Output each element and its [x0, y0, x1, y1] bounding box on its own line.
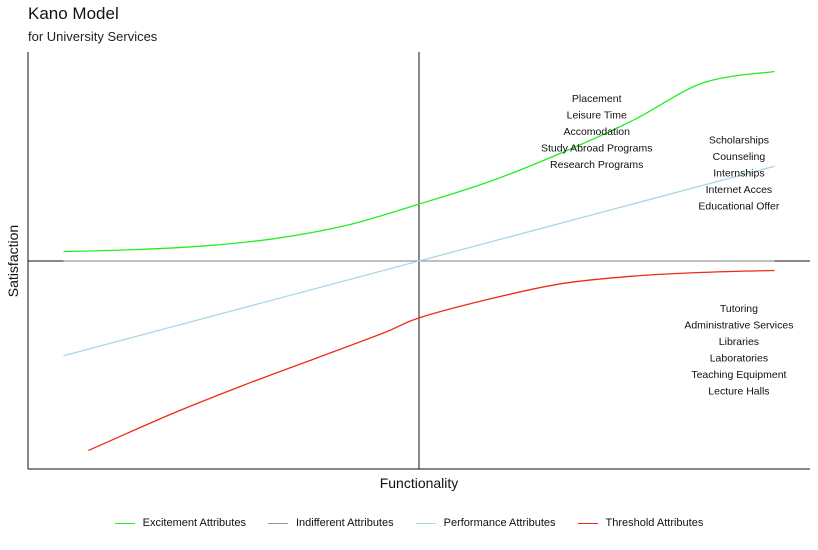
legend-item: Excitement Attributes	[114, 517, 246, 529]
threshold-annotation-label: Tutoring	[720, 303, 758, 315]
threshold-annotation-label: Lecture Halls	[708, 386, 769, 398]
legend-swatch	[577, 522, 598, 524]
threshold-annotation-label: Administrative Services	[684, 320, 793, 332]
legend: Excitement Attributes Indifferent Attribu…	[0, 517, 818, 529]
legend-item: Threshold Attributes	[577, 517, 704, 529]
series-lines	[63, 70, 775, 452]
threshold-attributes-line	[88, 269, 775, 452]
legend-label: Threshold Attributes	[605, 517, 704, 529]
threshold-annotation-label: Laboratories	[710, 353, 768, 365]
threshold-annotation-label: Libraries	[719, 336, 759, 348]
performance-annotation-label: Counseling	[713, 151, 766, 163]
legend-label: Indifferent Attributes	[295, 517, 394, 529]
performance-attributes-line	[63, 165, 775, 357]
chart-title: Kano Model	[28, 4, 119, 23]
performance-annotation-label: Scholarships	[709, 134, 769, 146]
excitement-annotation-label: Study Abroad Programs	[541, 142, 652, 154]
excitement-annotation-label: Placement	[572, 93, 622, 105]
legend-swatch	[267, 522, 288, 524]
legend-item: Performance Attributes	[415, 517, 556, 529]
excitement-annotation-label: Accomodation	[563, 126, 630, 138]
legend-label: Performance Attributes	[443, 517, 556, 529]
performance-annotation-label: Educational Offer	[698, 200, 779, 212]
performance-annotation-label: Internships	[713, 167, 764, 179]
threshold-annotation-label: Teaching Equipment	[691, 369, 786, 381]
excitement-annotation-label: Research Programs	[550, 159, 643, 171]
excitement-annotation-label: Leisure Time	[567, 109, 627, 121]
legend-swatch	[415, 522, 436, 524]
performance-annotation-label: Internet Acces	[706, 184, 773, 196]
x-axis-label: Functionality	[380, 475, 459, 491]
y-axis-label: Satisfaction	[5, 225, 21, 297]
annotations: Placement Leisure Time Accomodation Study A…	[541, 93, 793, 398]
chart-subtitle: for University Services	[28, 29, 158, 44]
excitement-attributes-line	[63, 70, 775, 253]
legend-item: Indifferent Attributes	[267, 517, 394, 529]
legend-label: Excitement Attributes	[142, 517, 246, 529]
legend-swatch	[114, 522, 135, 524]
